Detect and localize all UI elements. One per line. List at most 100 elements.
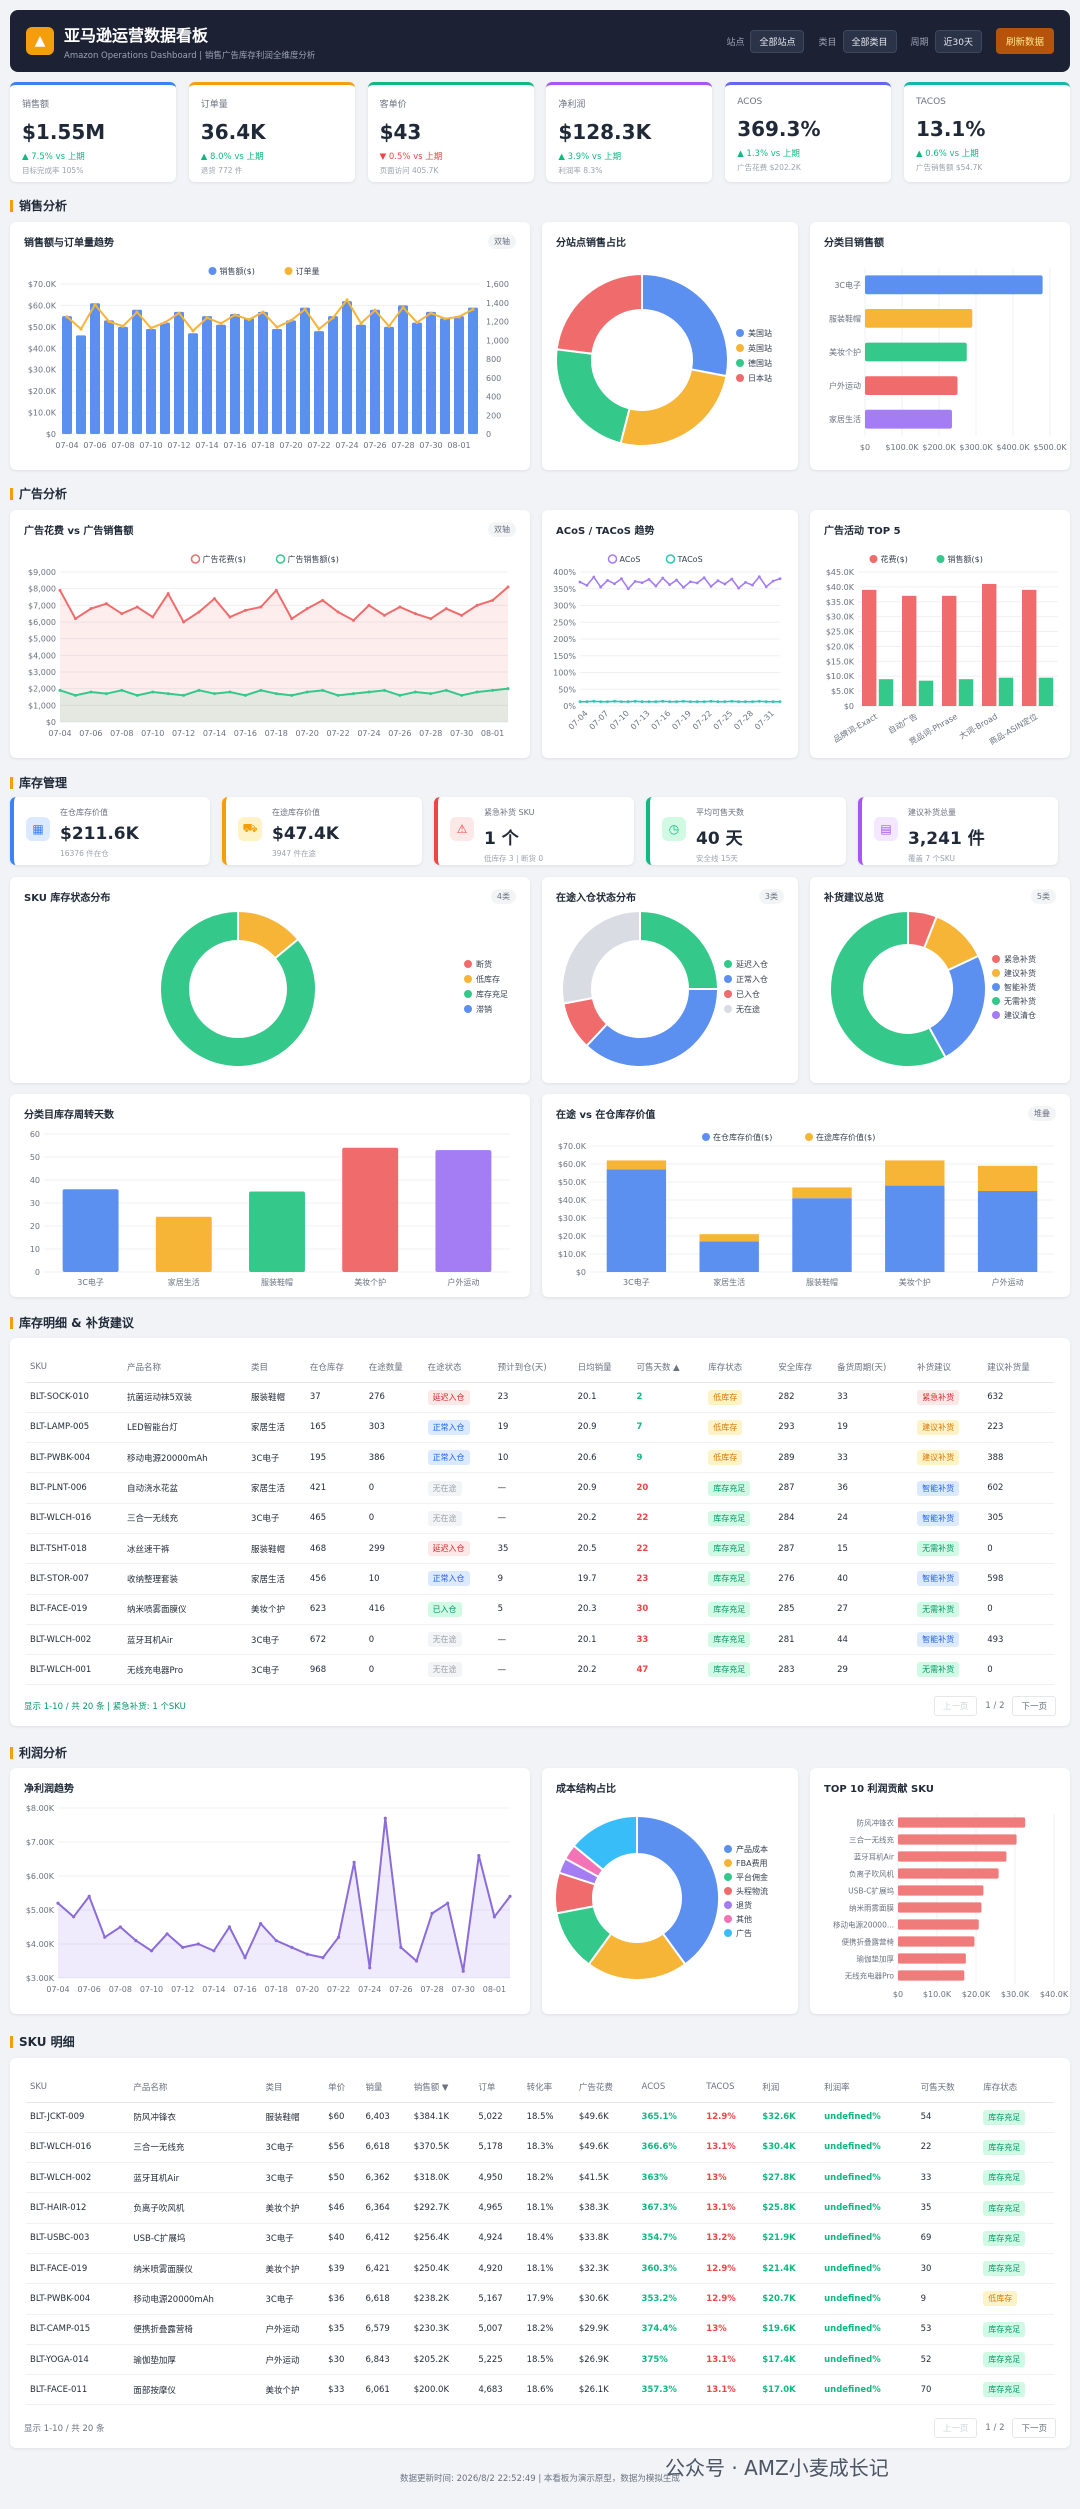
table-row[interactable]: BLT-LAMP-005 LED智能台灯 家居生活 165 303 正常入仓 19 20.9 7… xyxy=(26,1412,1054,1444)
table-row[interactable]: BLT-SOCK-010 抗菌运动袜5双装 服装鞋帽 37 276 延迟入仓 23 20.1 2… xyxy=(26,1382,1054,1413)
table-row[interactable]: BLT-CAMP-015 便携折叠露营椅 户外运动 $35 6,579 $230.3K 5,… xyxy=(26,2314,1054,2345)
table-row[interactable]: BLT-WLCH-016 三合一无线充 3C电子 465 0 无在途 —20.2 22 库存充足… xyxy=(26,1503,1054,1534)
table-cell: $50 xyxy=(324,2162,362,2194)
x-tick-label: 07-08 xyxy=(110,729,133,738)
prev-page-button[interactable]: 上一页 xyxy=(933,2418,978,2438)
column-header[interactable]: 订单 xyxy=(474,2072,523,2103)
table-row[interactable]: BLT-JCKT-009 防风冲锋衣 服装鞋帽 $60 6,403 $384.1K 5,02… xyxy=(26,2102,1054,2133)
profit-point xyxy=(103,1935,107,1939)
table-row[interactable]: BLT-WLCH-001 无线充电器Pro 3C电子 968 0 无在途 —20.2 47 库存… xyxy=(26,1654,1054,1686)
table-row[interactable]: BLT-FACE-019 纳米喷雾面膜仪 美妆个护 $39 6,421 $250.4K 4,… xyxy=(26,2253,1054,2285)
kpi-sub: 目标完成率 105% xyxy=(22,166,84,175)
column-header[interactable]: 预计到仓(天) xyxy=(493,1352,574,1383)
column-header[interactable]: 安全库存 xyxy=(774,1352,834,1383)
next-page-button[interactable]: 下一页 xyxy=(1012,2418,1056,2438)
column-header[interactable]: 产品名称 xyxy=(129,2072,262,2103)
table-cell: 0 xyxy=(364,1624,424,1656)
category-select[interactable]: 全部类目 xyxy=(842,29,897,53)
orders-point xyxy=(93,303,97,307)
chart-title: 在途 vs 在仓库存价值 xyxy=(556,1110,656,1121)
table-cell: 18.5% xyxy=(522,2344,575,2376)
table-cell: 18.2% xyxy=(522,2314,575,2345)
x-tick-label: $500.0K xyxy=(1033,443,1067,452)
table-row[interactable]: BLT-WLCH-016 三合一无线充 3C电子 $56 6,618 $370.5K 5,1… xyxy=(26,2132,1054,2164)
column-header[interactable]: SKU xyxy=(26,2072,130,2103)
cost-slice xyxy=(636,1814,720,1966)
table-row[interactable]: BLT-WLCH-002 蓝牙耳机Air 3C电子 $50 6,362 $318.0K 4,… xyxy=(26,2162,1054,2194)
profit-point xyxy=(56,1901,60,1905)
column-header[interactable]: 在途数量 xyxy=(364,1352,424,1383)
column-header[interactable]: 销量 xyxy=(361,2072,410,2103)
table-cell: 367.3% xyxy=(637,2192,703,2224)
legend-marker xyxy=(992,997,1000,1005)
table-row[interactable]: BLT-FACE-019 纳米喷雾面膜仪 美妆个护 623 416 已入仓 5 20.3 30 库… xyxy=(26,1594,1054,1625)
sales-bar xyxy=(1038,677,1054,706)
column-header[interactable]: 备货周期(天) xyxy=(833,1352,914,1383)
watermark: 公众号 · AMZ小麦成长记 xyxy=(665,2456,889,2480)
profit-point xyxy=(134,1939,138,1943)
column-header[interactable]: 转化率 xyxy=(522,2072,575,2103)
page-subtitle: Amazon Operations Dashboard | 销售广告库存利润全维… xyxy=(64,50,316,61)
status-badge: 建议补货 xyxy=(917,1419,960,1435)
next-page-button[interactable]: 下一页 xyxy=(1012,1696,1056,1716)
column-header[interactable]: 单价 xyxy=(324,2072,362,2103)
column-header[interactable]: 类目 xyxy=(247,1352,306,1383)
table-cell: 293 xyxy=(774,1412,834,1444)
series-point xyxy=(751,583,754,587)
table-row[interactable]: BLT-PWBK-004 移动电源20000mAh 3C电子 195 386 正常入仓 10… xyxy=(26,1442,1054,1474)
column-header[interactable]: 利润率 xyxy=(820,2072,917,2103)
column-header[interactable]: 日均销量 xyxy=(573,1352,633,1383)
table-row[interactable]: BLT-TSHT-018 冰丝速干裤 服装鞋帽 468 299 延迟入仓 35 20.5 22 库… xyxy=(26,1533,1054,1565)
table-cell: $33 xyxy=(324,2374,362,2406)
column-header[interactable]: 建议补货量 xyxy=(983,1352,1054,1383)
prev-page-button[interactable]: 上一页 xyxy=(933,1696,978,1716)
column-header[interactable]: 利润 xyxy=(758,2072,821,2103)
x-tick-label: 07-16 xyxy=(223,441,246,450)
table-cell: $318.0K xyxy=(409,2162,475,2194)
table-row[interactable]: BLT-PLNT-006 自动浇水花盆 家居生活 421 0 无在途 —20.9 20 库存充足… xyxy=(26,1472,1054,1504)
table-cell: BLT-WLCH-002 xyxy=(26,2162,130,2194)
column-header[interactable]: 可售天数 ▲ xyxy=(632,1352,705,1383)
column-header[interactable]: 补货建议 xyxy=(913,1352,984,1383)
kpi-label: 客单价 xyxy=(379,100,407,110)
table-cell: 0 xyxy=(364,1503,424,1534)
table-row[interactable]: BLT-FACE-011 面部按摩仪 美妆个护 $33 6,061 $200.0K 4,68… xyxy=(26,2374,1054,2406)
table-cell: 23 xyxy=(493,1382,574,1413)
column-header[interactable]: TACOS xyxy=(702,2072,759,2103)
table-row[interactable]: BLT-YOGA-014 瑜伽垫加厚 户外运动 $30 6,843 $205.2K 5,22… xyxy=(26,2344,1054,2376)
legend-label: 销售额($) xyxy=(220,266,255,276)
series-point xyxy=(592,575,596,579)
column-header[interactable]: 库存状态 xyxy=(704,1352,775,1383)
sales-bar xyxy=(328,316,338,434)
inventory-kpi-value: 3,241 件 xyxy=(908,829,985,849)
sku-pager: 显示 1-10 / 共 20 条 上一页 1 / 2 下一页 xyxy=(24,2418,1056,2438)
orders-point xyxy=(359,321,363,325)
sku-label: 纳米雨雾面膜 xyxy=(849,1903,894,1913)
column-header[interactable]: 在仓库存 xyxy=(305,1352,365,1383)
table-row[interactable]: BLT-PWBK-004 移动电源20000mAh 3C电子 $36 6,618 $238… xyxy=(26,2283,1054,2315)
column-header[interactable]: 可售天数 xyxy=(916,2072,980,2103)
table-row[interactable]: BLT-WLCH-002 蓝牙耳机Air 3C电子 672 0 无在途 —20.1 33 库存充… xyxy=(26,1624,1054,1656)
table-row[interactable]: BLT-STOR-007 收纳整理套装 家居生活 456 10 正常入仓 9 19.7 23 库存… xyxy=(26,1563,1054,1595)
x-tick-label: 07-25 xyxy=(712,709,735,732)
table-row[interactable]: BLT-USBC-003 USB-C扩展坞 3C电子 $40 6,412 $256.4K 4… xyxy=(26,2223,1054,2254)
column-header[interactable]: 产品名称 xyxy=(123,1352,248,1383)
column-header[interactable]: 广告花费 xyxy=(574,2072,638,2103)
status-badge: 库存充足 xyxy=(983,2230,1026,2246)
series-point xyxy=(429,617,433,621)
column-header[interactable]: 类目 xyxy=(261,2072,325,2103)
period-select[interactable]: 近30天 xyxy=(934,29,982,53)
series-point xyxy=(640,700,644,704)
site-select[interactable]: 全部站点 xyxy=(750,29,805,53)
column-header[interactable]: 库存状态 xyxy=(979,2072,1054,2103)
table-cell: 负离子吹风机 xyxy=(129,2192,262,2224)
column-header[interactable]: 在途状态 xyxy=(423,1352,494,1383)
column-header[interactable]: 销售额 ▼ xyxy=(409,2072,475,2103)
inbound-card: 在途入仓状态分布 3类 延迟入仓 正常入仓 已入仓 无在途 xyxy=(542,877,798,1083)
refresh-button[interactable]: 刷新数据 xyxy=(995,28,1054,54)
column-header[interactable]: SKU xyxy=(26,1352,124,1383)
table-row[interactable]: BLT-HAIR-012 负离子吹风机 美妆个护 $46 6,364 $292.7K 4,9… xyxy=(26,2192,1054,2224)
column-header[interactable]: ACOS xyxy=(637,2072,703,2103)
ad-top5-card: 广告活动 TOP 5 花费($) 销售额($) $45.0K $40.0K $35.0K… xyxy=(810,510,1070,758)
table-cell: 276 xyxy=(364,1382,424,1413)
